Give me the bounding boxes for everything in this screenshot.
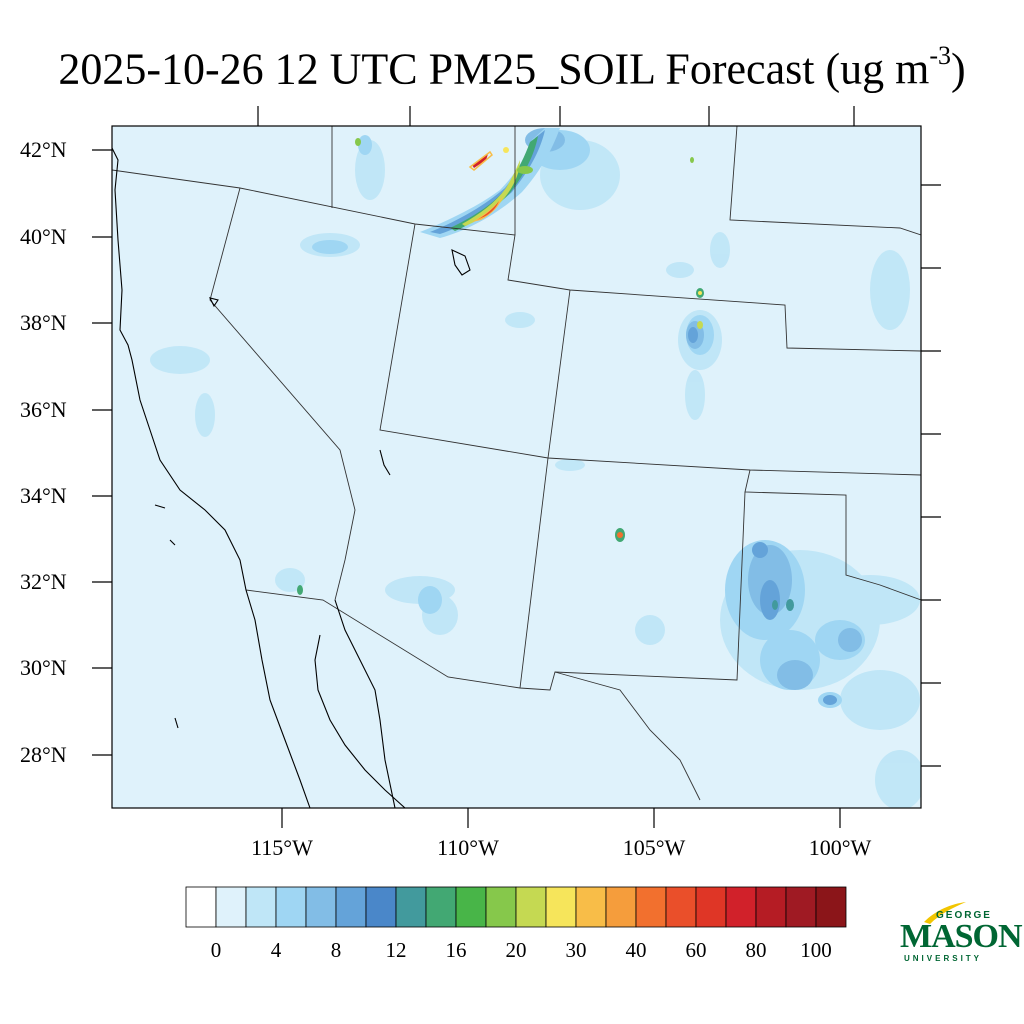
colorbar-swatch — [605, 886, 637, 928]
colorbar-label-60: 60 — [685, 938, 707, 962]
colorbar-swatch — [275, 886, 307, 928]
lat-label-42n: 42°N — [20, 137, 67, 162]
logo-main-text: MASON — [900, 918, 1023, 955]
colorbar-swatch — [815, 886, 847, 928]
colorbar-label-4: 4 — [270, 938, 282, 962]
colorbar — [185, 886, 847, 928]
lat-label-28n: 28°N — [20, 742, 67, 767]
lat-label-36n: 36°N — [20, 397, 67, 422]
coastlines — [112, 147, 471, 808]
colorbar-label-30: 30 — [565, 938, 587, 962]
colorbar-swatch — [185, 886, 217, 928]
lat-label-34n: 34°N — [20, 483, 67, 508]
colorbar-label-12: 12 — [385, 938, 407, 962]
colorbar-swatch — [755, 886, 787, 928]
lat-label-40n: 40°N — [20, 224, 67, 249]
lon-label-115w: 115°W — [251, 835, 313, 860]
colorbar-swatch — [485, 886, 517, 928]
colorbar-swatch — [425, 886, 457, 928]
logo-swoosh — [924, 902, 966, 924]
colorbar-label-20: 20 — [505, 938, 527, 962]
lon-label-105w: 105°W — [622, 835, 686, 860]
colorbar-label-100: 100 — [800, 938, 832, 962]
colorbar-swatch — [725, 886, 757, 928]
state-borders — [112, 126, 921, 808]
colorbar-label-80: 80 — [745, 938, 767, 962]
lat-label-38n: 38°N — [20, 310, 67, 335]
title-text: 2025-10-26 12 UTC PM25_SOIL Forecast (ug… — [58, 44, 930, 94]
gmu-logo: GEORGE MASON UNIVERSITY — [896, 900, 1023, 970]
concentration-field — [150, 128, 921, 808]
lat-label-30n: 30°N — [20, 655, 67, 680]
map-background — [112, 126, 921, 808]
title-exponent: -3 — [929, 41, 951, 70]
colorbar-swatch — [545, 886, 577, 928]
colorbar-swatch — [515, 886, 547, 928]
lon-label-110w: 110°W — [437, 835, 499, 860]
colorbar-swatch — [455, 886, 487, 928]
axis-ticks — [92, 106, 941, 828]
logo-top-text: GEORGE — [936, 910, 992, 921]
colorbar-swatch — [575, 886, 607, 928]
colorbar-label-0: 0 — [210, 938, 222, 962]
lat-label-32n: 32°N — [20, 569, 67, 594]
lon-label-100w: 100°W — [808, 835, 872, 860]
map-frame — [111, 125, 922, 809]
colorbar-label-8: 8 — [330, 938, 342, 962]
colorbar-swatch — [665, 886, 697, 928]
colorbar-swatch — [365, 886, 397, 928]
colorbar-swatch — [305, 886, 337, 928]
colorbar-swatch — [245, 886, 277, 928]
colorbar-swatch — [395, 886, 427, 928]
colorbar-swatch — [215, 886, 247, 928]
colorbar-swatch — [785, 886, 817, 928]
colorbar-label-40: 40 — [625, 938, 647, 962]
colorbar-swatch — [695, 886, 727, 928]
logo-bottom-text: UNIVERSITY — [904, 954, 983, 963]
colorbar-swatch — [635, 886, 667, 928]
colorbar-swatch — [335, 886, 367, 928]
colorbar-label-16: 16 — [445, 938, 467, 962]
title-close: ) — [951, 44, 966, 94]
map-title: 2025-10-26 12 UTC PM25_SOIL Forecast (ug… — [0, 30, 1024, 100]
